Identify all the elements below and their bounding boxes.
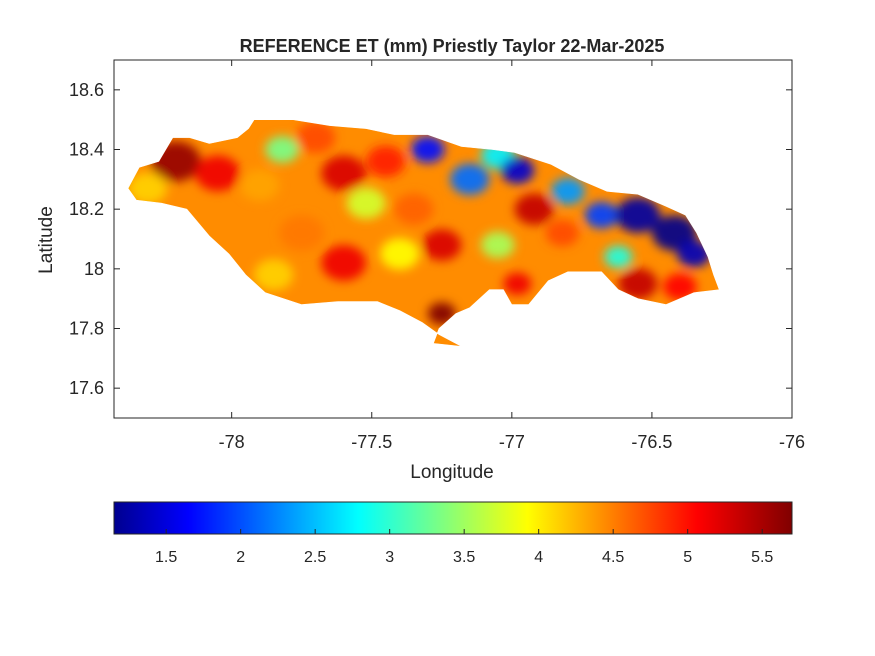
x-tick-label: -76 <box>779 432 805 452</box>
colorbar-tick-label: 2.5 <box>304 549 326 566</box>
y-tick-label: 18 <box>84 259 104 279</box>
colorbar-tick-label: 3 <box>385 549 394 566</box>
et-field-patch <box>394 194 433 225</box>
colorbar-ticks: 1.5 2 2.5 3 3.5 4 4.5 5 5.5 <box>155 529 773 566</box>
x-tick-label: -77.5 <box>351 432 392 452</box>
x-tick-label: -77 <box>499 432 525 452</box>
et-field-patch <box>296 122 335 153</box>
y-tick-label: 18.6 <box>69 80 104 100</box>
et-field-patch <box>240 170 279 201</box>
et-field-patch <box>265 136 299 163</box>
et-field-patch <box>254 259 293 290</box>
et-field-patch <box>604 246 632 268</box>
colorbar-tick-label: 2 <box>236 549 245 566</box>
et-field-patch <box>546 220 580 247</box>
x-tick-label: -76.5 <box>631 432 672 452</box>
et-field-patch <box>501 157 535 184</box>
colorbar-tick-label: 4 <box>534 549 543 566</box>
et-field-patch <box>347 188 386 219</box>
et-field-patch <box>422 229 461 260</box>
y-tick-label: 18.4 <box>69 140 104 160</box>
et-field-patch <box>321 245 366 281</box>
y-axis-label: Latitude <box>36 206 57 274</box>
et-field-patch <box>551 178 585 205</box>
et-field-patch <box>450 164 489 195</box>
map-title: REFERENCE ET (mm) Priestly Taylor 22-Mar… <box>240 36 665 56</box>
et-field-patch <box>503 273 531 295</box>
et-field-patch <box>585 202 619 229</box>
x-tick-label: -78 <box>219 432 245 452</box>
et-field-patch <box>411 136 445 163</box>
x-axis-label: Longitude <box>410 462 493 483</box>
y-tick-label: 18.2 <box>69 199 104 219</box>
et-field-patch <box>279 215 324 251</box>
colorbar-tick-label: 4.5 <box>602 549 624 566</box>
colorbar-tick-label: 3.5 <box>453 549 475 566</box>
et-field-patch <box>515 194 554 225</box>
et-field-patch <box>321 156 366 192</box>
y-tick-label: 17.8 <box>69 319 104 339</box>
colorbar-tick-label: 1.5 <box>155 549 177 566</box>
et-field-patch <box>366 146 405 177</box>
et-field-patch <box>481 232 515 259</box>
colorbar-tick-label: 5 <box>683 549 692 566</box>
et-field-patch <box>195 156 240 192</box>
y-tick-label: 17.6 <box>69 378 104 398</box>
colorbar-tick-label: 5.5 <box>751 549 773 566</box>
colorbar <box>114 502 792 534</box>
et-field-patch <box>380 238 419 269</box>
